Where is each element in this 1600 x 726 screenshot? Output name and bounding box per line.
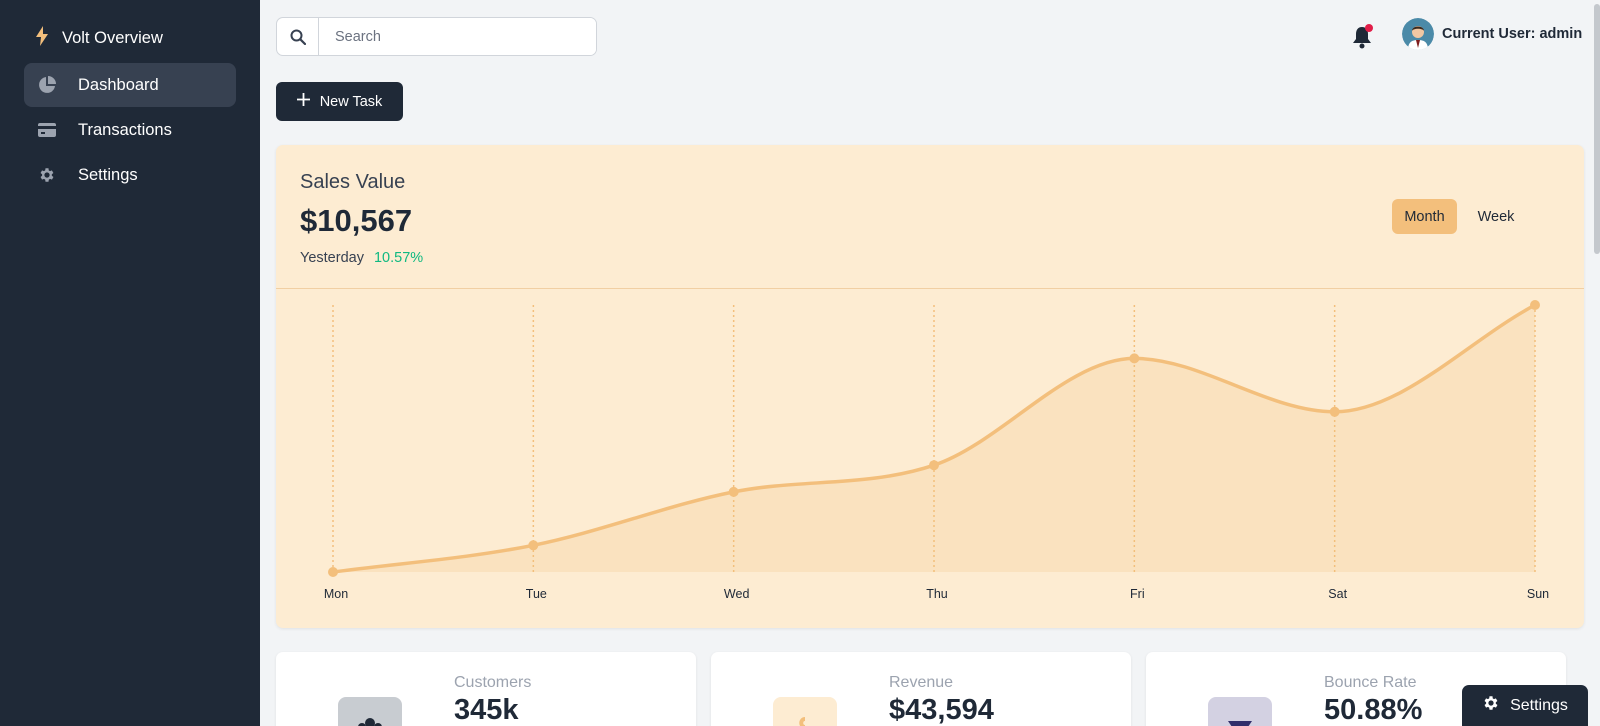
data-point-sat <box>1329 406 1340 417</box>
data-point-mon <box>328 567 338 577</box>
data-point-thu <box>929 460 939 471</box>
user-menu[interactable]: Current User: admin <box>1402 18 1582 50</box>
scrollbar-thumb[interactable] <box>1594 4 1600 254</box>
gear-icon <box>38 166 56 184</box>
search-box <box>276 17 597 56</box>
tab-month[interactable]: Month <box>1392 199 1457 234</box>
x-tick-sat: Sat <box>1328 587 1347 601</box>
stat-value: 50.88% <box>1324 694 1423 726</box>
sales-chart: Mon Tue Wed Thu Fri Sat Sun <box>324 300 1549 601</box>
scrollbar[interactable] <box>1594 0 1600 726</box>
stat-label: Customers <box>454 674 532 691</box>
current-user-label: Current User: admin <box>1442 26 1583 42</box>
data-point-fri <box>1129 353 1140 364</box>
divider <box>276 288 1584 289</box>
money-icon <box>773 697 837 726</box>
sales-change: Yesterday 10.57% <box>300 250 423 266</box>
stat-value: $43,594 <box>889 694 994 726</box>
credit-card-icon <box>38 121 56 139</box>
avatar <box>1402 18 1434 50</box>
sidebar-item-label: Dashboard <box>78 75 159 94</box>
notification-dot <box>1365 24 1373 32</box>
sales-change-percent: 10.57% <box>373 250 424 266</box>
pie-chart-icon <box>38 76 56 94</box>
brand-label: Volt Overview <box>62 29 163 47</box>
data-point-sun <box>1530 300 1540 310</box>
sales-period-label: Yesterday <box>300 250 364 266</box>
settings-floating-label: Settings <box>1510 696 1568 714</box>
settings-floating-button[interactable]: Settings <box>1462 685 1588 726</box>
sales-title: Sales Value <box>300 171 406 193</box>
stat-card-customers: Customers 345k <box>276 652 696 726</box>
sidebar-item-settings[interactable]: Settings <box>24 153 236 197</box>
new-task-label: New Task <box>319 93 383 110</box>
users-icon <box>338 697 402 726</box>
x-tick-tue: Tue <box>526 587 547 601</box>
x-tick-thu: Thu <box>926 587 948 601</box>
main-content: Current User: admin New Task Sales Value… <box>260 0 1600 726</box>
x-tick-sun: Sun <box>1527 587 1549 601</box>
data-point-wed <box>728 486 739 497</box>
search-input[interactable] <box>319 18 596 55</box>
lightning-icon <box>36 26 48 51</box>
notifications-button[interactable] <box>1350 24 1374 50</box>
sales-value: $10,567 <box>300 203 413 238</box>
x-tick-fri: Fri <box>1130 587 1145 601</box>
sidebar-item-label: Settings <box>78 165 138 184</box>
search-icon[interactable] <box>277 18 319 55</box>
stat-value: 345k <box>454 694 519 726</box>
brand[interactable]: Volt Overview <box>36 26 163 51</box>
sidebar: Volt Overview Dashboard Transactions Set… <box>0 0 260 726</box>
sales-area-fill <box>333 305 1535 572</box>
gear-icon <box>1482 694 1500 717</box>
stat-card-revenue: Revenue $43,594 <box>711 652 1131 726</box>
x-tick-mon: Mon <box>324 587 348 601</box>
filter-icon <box>1208 697 1272 726</box>
sales-value-card: Sales Value $10,567 Yesterday 10.57% Mont… <box>276 145 1584 628</box>
stat-label: Bounce Rate <box>1324 674 1417 691</box>
sidebar-item-dashboard[interactable]: Dashboard <box>24 63 236 107</box>
new-task-button[interactable]: New Task <box>276 82 403 121</box>
sidebar-item-transactions[interactable]: Transactions <box>24 108 236 152</box>
plus-icon <box>296 93 310 110</box>
stat-label: Revenue <box>889 674 954 691</box>
sidebar-item-label: Transactions <box>78 120 172 139</box>
x-tick-wed: Wed <box>724 587 750 601</box>
tab-week[interactable]: Week <box>1477 208 1515 225</box>
data-point-tue <box>528 540 539 551</box>
